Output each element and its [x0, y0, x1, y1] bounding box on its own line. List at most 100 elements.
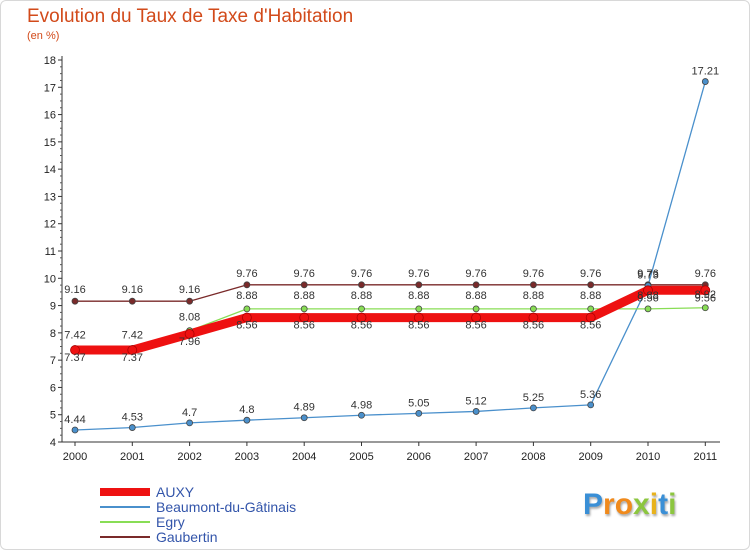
data-label-beaumont-du-gatinais: 5.12: [465, 395, 486, 407]
data-point-gaubertin: [71, 297, 79, 305]
data-point-auxy: [528, 312, 539, 323]
data-point-egry: [587, 305, 595, 313]
data-point-egry: [243, 305, 251, 313]
data-label-gaubertin: 9.16: [64, 284, 85, 296]
data-point-egry: [701, 304, 709, 312]
data-point-beaumont-du-gatinais: [358, 411, 365, 419]
logo-letter: x: [633, 488, 650, 521]
data-point-gaubertin: [243, 281, 251, 289]
data-point-egry: [300, 305, 308, 313]
data-point-beaumont-du-gatinais: [587, 401, 595, 409]
data-point-beaumont-du-gatinais: [186, 419, 194, 427]
data-label-beaumont-du-gatinais: 5.25: [523, 392, 544, 404]
data-label-auxy: 9.56: [637, 292, 658, 304]
data-label-beaumont-du-gatinais: 5.05: [408, 397, 429, 409]
data-label-egry: 8.88: [293, 290, 314, 302]
data-label-gaubertin: 9.76: [465, 268, 486, 280]
data-point-gaubertin: [300, 281, 308, 289]
legend-label-egry: Egry: [156, 514, 185, 530]
data-label-egry: 8.88: [351, 290, 372, 302]
y-tick-label: 4: [50, 437, 56, 449]
y-tick-label: 17: [44, 82, 56, 94]
data-point-beaumont-du-gatinais: [300, 414, 308, 422]
data-point-beaumont-du-gatinais: [472, 408, 480, 415]
data-point-gaubertin: [128, 297, 136, 305]
data-point-egry: [415, 305, 423, 313]
y-tick-label: 14: [44, 164, 56, 176]
data-label-gaubertin: 9.76: [408, 268, 429, 280]
data-label-beaumont-du-gatinais: 4.89: [293, 402, 314, 414]
logo-letter: i: [649, 488, 659, 521]
data-point-beaumont-du-gatinais: [415, 409, 423, 417]
x-tick-label: 2010: [636, 451, 660, 463]
data-point-auxy: [585, 312, 596, 323]
data-label-gaubertin: 9.76: [580, 268, 601, 280]
data-label-auxy: 7.37: [64, 352, 85, 364]
data-point-beaumont-du-gatinais: [128, 424, 136, 431]
data-label-egry: 8.92: [695, 289, 716, 301]
data-label-auxy: 7.37: [122, 352, 143, 364]
series-line-auxy: [75, 285, 706, 355]
data-point-auxy: [471, 312, 482, 323]
data-point-beaumont-du-gatinais: [71, 426, 79, 434]
x-tick-label: 2003: [235, 451, 259, 463]
data-label-auxy: 8.56: [408, 320, 429, 332]
data-label-gaubertin: 9.16: [179, 284, 200, 296]
x-tick-label: 2002: [177, 451, 201, 463]
data-label-beaumont-du-gatinais: 5.36: [580, 389, 601, 401]
data-label-auxy: 9.56: [695, 292, 716, 304]
data-label-gaubertin: 9.16: [122, 284, 143, 296]
data-label-egry: 8.88: [580, 290, 601, 302]
data-label-egry: 8.88: [637, 290, 658, 302]
data-label-egry: 8.88: [465, 290, 486, 302]
series-line-gaubertin: [75, 284, 706, 302]
y-tick-label: 12: [44, 219, 56, 231]
data-point-gaubertin: [186, 297, 194, 305]
data-point-gaubertin: [587, 281, 595, 289]
legend-label-auxy: AUXY: [156, 484, 195, 500]
data-point-auxy: [643, 285, 653, 296]
data-label-egry: 8.08: [179, 312, 200, 324]
y-tick-label: 13: [44, 191, 56, 203]
data-label-beaumont-du-gatinais: 4.98: [351, 399, 372, 411]
y-tick-label: 7: [50, 355, 56, 367]
data-point-egry: [644, 305, 652, 313]
y-tick-label: 18: [44, 55, 56, 67]
data-label-beaumont-du-gatinais: 17.21: [692, 66, 720, 78]
data-point-egry: [358, 305, 365, 313]
legend-label-beaumont-du-gatinais: Beaumont-du-Gâtinais: [156, 499, 296, 515]
chart-title: Evolution du Taux de Taxe d'Habitation: [27, 6, 354, 27]
data-label-auxy: 7.96: [179, 336, 200, 348]
proxiti-logo: Proxiti: [583, 488, 676, 522]
logo-letter: i: [668, 488, 677, 521]
data-label-egry: 8.88: [408, 290, 429, 302]
data-label-beaumont-du-gatinais: 4.53: [122, 412, 143, 424]
x-tick-label: 2000: [63, 451, 87, 463]
data-point-auxy: [127, 345, 138, 355]
y-tick-label: 15: [44, 137, 56, 149]
x-tick-label: 2011: [693, 451, 717, 463]
data-point-auxy: [70, 345, 80, 355]
data-label-gaubertin: 9.76: [523, 268, 544, 280]
y-tick-label: 10: [44, 273, 56, 285]
data-label-auxy: 8.56: [523, 320, 544, 332]
data-point-egry: [530, 305, 537, 313]
y-tick-label: 11: [45, 246, 56, 258]
data-label-gaubertin: 9.76: [351, 268, 372, 280]
data-point-gaubertin: [358, 281, 365, 289]
data-label-beaumont-du-gatinais: 4.7: [182, 407, 197, 419]
data-label-gaubertin: 9.76: [695, 268, 716, 280]
y-tick-label: 9: [50, 301, 56, 313]
data-point-auxy: [413, 312, 424, 323]
x-tick-label: 2008: [521, 451, 545, 463]
logo-letter: P: [583, 488, 604, 521]
data-label-beaumont-du-gatinais: 4.44: [64, 414, 85, 426]
legend-label-gaubertin: Gaubertin: [156, 529, 217, 545]
data-label-auxy: 8.56: [293, 320, 314, 332]
x-tick-label: 2007: [464, 451, 488, 463]
data-point-gaubertin: [530, 281, 537, 289]
x-tick-label: 2006: [407, 451, 431, 463]
x-tick-label: 2009: [578, 451, 602, 463]
